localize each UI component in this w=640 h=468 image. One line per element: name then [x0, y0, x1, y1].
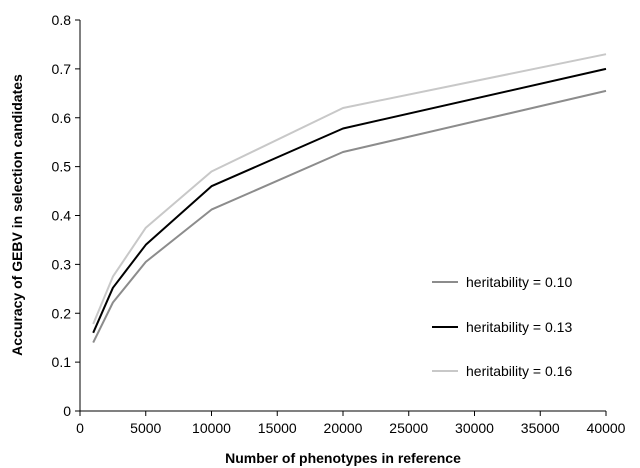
legend-label: heritability = 0.13 — [466, 319, 572, 335]
legend-label: heritability = 0.16 — [466, 363, 572, 379]
series-line-1 — [92, 89, 607, 344]
y-tick-label: 0.7 — [52, 61, 72, 77]
y-tick-label: 0 — [63, 403, 71, 419]
y-tick-label: 0.8 — [52, 12, 72, 28]
y-axis-title: Accuracy of GEBV in selection candidates — [9, 74, 25, 356]
y-tick-label: 0.4 — [52, 208, 72, 224]
x-tick-label: 5000 — [130, 420, 161, 436]
x-tick-label: 40000 — [587, 420, 626, 436]
x-tick-label: 10000 — [192, 420, 231, 436]
y-tick-label: 0.3 — [52, 256, 72, 272]
legend: heritability = 0.10 heritability = 0.13 he… — [432, 274, 572, 379]
x-tick-label: 25000 — [389, 420, 428, 436]
y-tick-label: 0.1 — [52, 354, 72, 370]
x-tick-label: 30000 — [455, 420, 494, 436]
series-line-2 — [92, 67, 607, 334]
y-tick-label: 0.6 — [52, 110, 72, 126]
y-tick-label: 0.2 — [52, 305, 72, 321]
x-tick-label: 35000 — [521, 420, 560, 436]
legend-label: heritability = 0.10 — [466, 274, 572, 290]
x-tick-label: 15000 — [258, 420, 297, 436]
x-tick-label: 0 — [76, 420, 84, 436]
y-tick-label: 0.5 — [52, 159, 72, 175]
series-line-3 — [92, 53, 607, 325]
y-axis-ticks: 0 0.1 0.2 0.3 0.4 0.5 0.6 0.7 0.8 — [52, 12, 80, 419]
x-tick-label: 20000 — [324, 420, 363, 436]
x-axis-ticks: 0 5000 10000 15000 20000 25000 30000 35000 40000 — [76, 411, 626, 436]
x-axis-title: Number of phenotypes in reference — [225, 450, 461, 466]
series-lines — [92, 53, 607, 344]
